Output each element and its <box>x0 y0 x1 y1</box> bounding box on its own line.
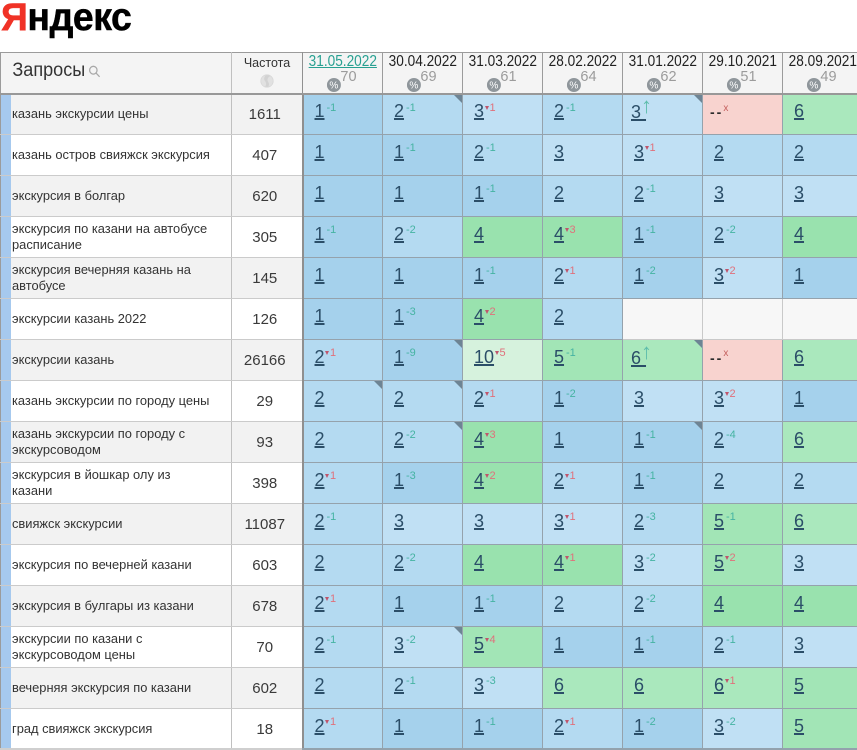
svg-text:%: % <box>729 81 738 92</box>
svg-text:%: % <box>329 81 338 92</box>
svg-text:%: % <box>569 81 578 92</box>
svg-text:%: % <box>409 81 418 92</box>
svg-text:%: % <box>649 81 658 92</box>
svg-text:%: % <box>809 81 818 92</box>
svg-text:%: % <box>489 81 498 92</box>
